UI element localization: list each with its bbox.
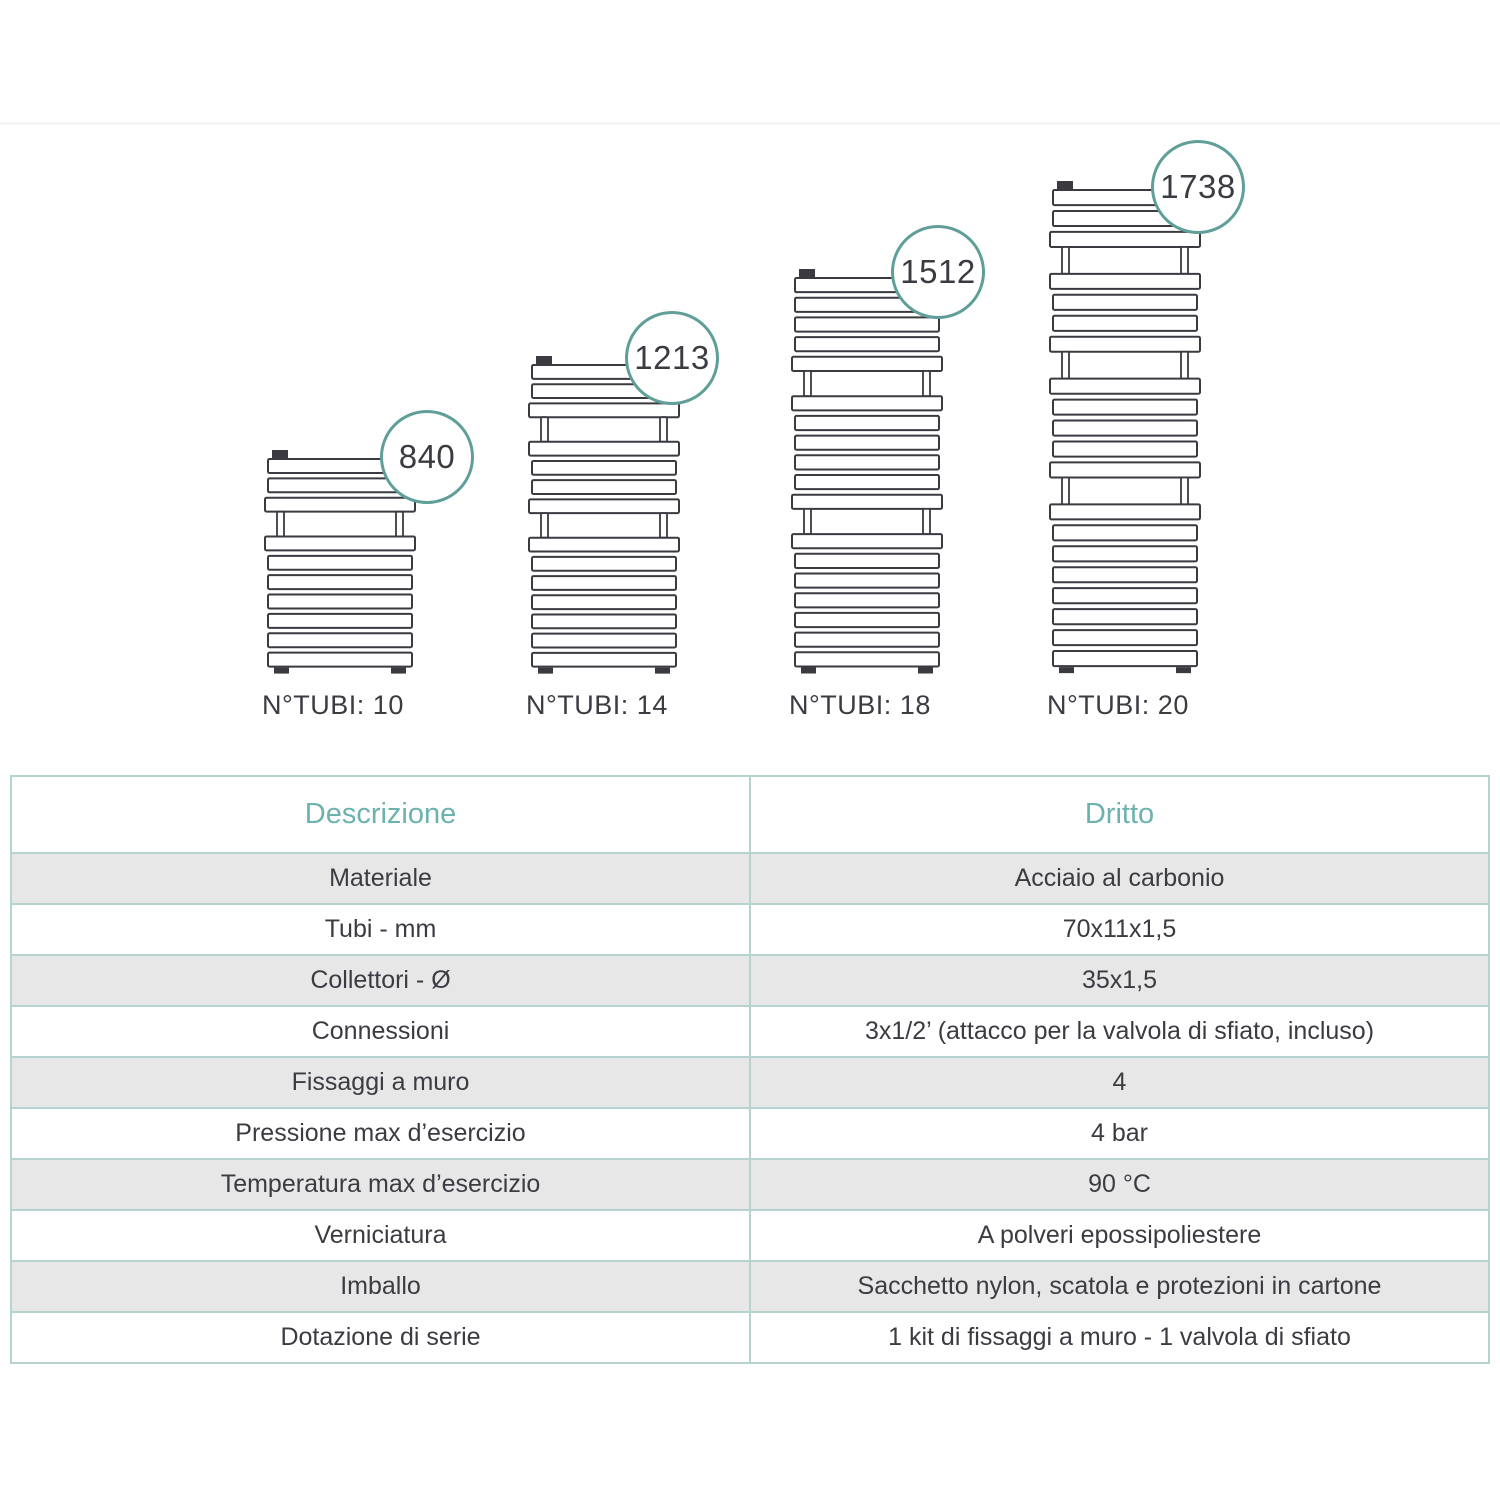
row-label: Temperatura max d’esercizio xyxy=(10,1158,751,1211)
row-label: Fissaggi a muro xyxy=(10,1056,751,1109)
row-label: Imballo xyxy=(10,1260,751,1313)
table-row: Materiale Acciaio al carbonio xyxy=(10,852,1490,905)
row-label: Tubi - mm xyxy=(10,903,751,956)
table-row: Dotazione di serie 1 kit di fissaggi a mu… xyxy=(10,1311,1490,1364)
radiator-drawing xyxy=(791,269,943,674)
height-badge: 1213 xyxy=(625,311,719,405)
table-row: Imballo Sacchetto nylon, scatola e protez… xyxy=(10,1260,1490,1313)
column-header-dritto: Dritto xyxy=(749,775,1490,854)
row-label: Connessioni xyxy=(10,1005,751,1058)
radiator-drawing xyxy=(1049,181,1201,674)
row-label: Collettori - Ø xyxy=(10,954,751,1007)
row-value: 35x1,5 xyxy=(749,954,1490,1007)
height-badge: 840 xyxy=(380,410,474,504)
tube-count-label: N°TUBI: 14 xyxy=(526,690,668,720)
radiator-drawing xyxy=(528,356,680,674)
table-row: Verniciatura A polveri epossipoliestere xyxy=(10,1209,1490,1262)
row-value: 4 xyxy=(749,1056,1490,1109)
radiator-drawing xyxy=(264,450,416,674)
radiator-size-diagram: 840 N°TUBI: 10 1213 N°TUBI: 14 1512 N°TUBI: 1… xyxy=(262,140,1245,720)
row-value: 3x1/2’ (attacco per la valvola di sfiato… xyxy=(749,1005,1490,1058)
tube-count-label: N°TUBI: 10 xyxy=(262,690,404,720)
spec-table: Descrizione Dritto Materiale Acciaio al c… xyxy=(10,775,1490,1364)
row-label: Dotazione di serie xyxy=(10,1311,751,1364)
table-row: Collettori - Ø 35x1,5 xyxy=(10,954,1490,1007)
row-value: Acciaio al carbonio xyxy=(749,852,1490,905)
row-label: Materiale xyxy=(10,852,751,905)
height-badge: 1738 xyxy=(1151,140,1245,234)
section-divider xyxy=(0,122,1500,125)
row-label: Pressione max d’esercizio xyxy=(10,1107,751,1160)
column-header-descrizione: Descrizione xyxy=(10,775,751,854)
table-row: Temperatura max d’esercizio 90 °C xyxy=(10,1158,1490,1211)
row-value: 70x11x1,5 xyxy=(749,903,1490,956)
row-value: Sacchetto nylon, scatola e protezioni in… xyxy=(749,1260,1490,1313)
table-row: Connessioni 3x1/2’ (attacco per la valvol… xyxy=(10,1005,1490,1058)
row-value: 4 bar xyxy=(749,1107,1490,1160)
table-row: Fissaggi a muro 4 xyxy=(10,1056,1490,1109)
row-value: A polveri epossipoliestere xyxy=(749,1209,1490,1262)
tube-count-label: N°TUBI: 18 xyxy=(789,690,931,720)
height-badge: 1512 xyxy=(891,225,985,319)
row-value: 1 kit di fissaggi a muro - 1 valvola di … xyxy=(749,1311,1490,1364)
row-value: 90 °C xyxy=(749,1158,1490,1211)
table-row: Tubi - mm 70x11x1,5 xyxy=(10,903,1490,956)
table-header-row: Descrizione Dritto xyxy=(10,775,1490,854)
tube-count-label: N°TUBI: 20 xyxy=(1047,690,1189,720)
row-label: Verniciatura xyxy=(10,1209,751,1262)
table-row: Pressione max d’esercizio 4 bar xyxy=(10,1107,1490,1160)
